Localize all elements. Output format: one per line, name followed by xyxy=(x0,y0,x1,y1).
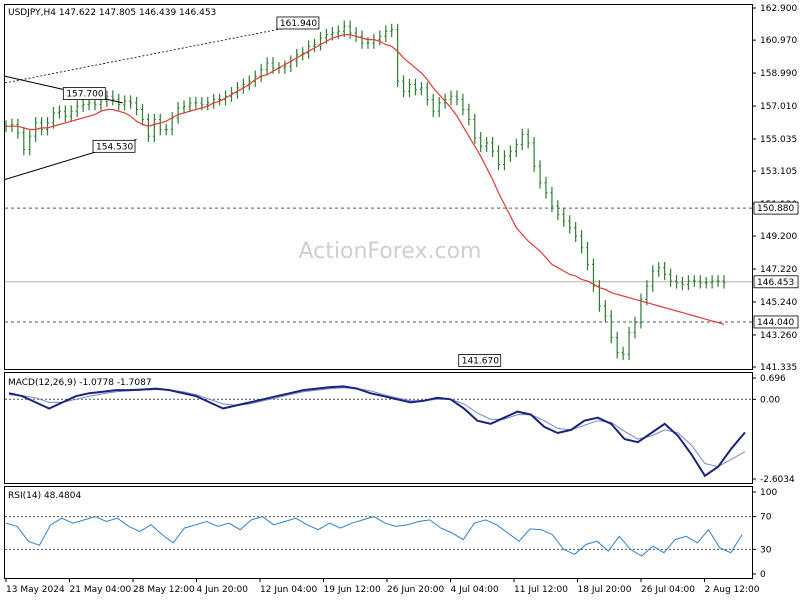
price-y-tick-label: 149.200 xyxy=(760,232,797,242)
macd-y-tick-label: 0.696 xyxy=(760,374,786,384)
rsi-line xyxy=(5,516,743,557)
x-axis-tick-label: 19 Jun 12:00 xyxy=(324,585,381,595)
macd-title: MACD(12,26,9) -1.0778 -1.7087 xyxy=(8,378,152,388)
x-axis-tick-label: 18 Jul 20:00 xyxy=(578,585,632,595)
x-axis-tick-label: 4 Jun 20:00 xyxy=(197,585,249,595)
svg-text:161.940: 161.940 xyxy=(280,19,317,29)
annotation-0: 161.940 xyxy=(276,16,320,30)
price-y-tick-label: 155.035 xyxy=(760,135,797,145)
svg-text:157.700: 157.700 xyxy=(66,90,103,100)
x-axis-tick-label: 28 May 12:00 xyxy=(133,585,195,595)
price-y-tick-label: 157.010 xyxy=(760,102,797,112)
price-y-tick-label: 147.220 xyxy=(760,265,797,275)
price-y-tick-label: 141.335 xyxy=(760,363,797,373)
svg-text:146.453: 146.453 xyxy=(757,278,794,288)
rsi-title: RSI(14) 48.4804 xyxy=(8,491,81,501)
chart-header-symbol: USDJPY,H4 147.622 147.805 146.439 146.45… xyxy=(8,8,216,18)
x-axis-tick-label: 26 Jun 20:00 xyxy=(387,585,444,595)
rsi-y-tick-label: 100 xyxy=(760,488,777,498)
annotation-3: 141.670 xyxy=(458,354,502,367)
level-label-support: 144.040 xyxy=(753,315,799,329)
x-axis-tick-label: 4 Jul 04:00 xyxy=(451,585,500,595)
price-y-tick-label: 143.260 xyxy=(760,331,797,341)
trendline-upper-dotted xyxy=(4,23,307,84)
macd-line xyxy=(8,385,746,478)
svg-text:154.530: 154.530 xyxy=(96,142,133,152)
rsi-y-tick-label: 0 xyxy=(760,570,766,580)
macd-panel-frame xyxy=(4,372,753,484)
annotation-2: 154.530 xyxy=(92,139,136,153)
macd-y-tick-label: -2.6034 xyxy=(760,475,795,485)
x-axis-tick-label: 21 May 04:00 xyxy=(70,585,132,595)
price-y-tick-label: 158.990 xyxy=(760,69,797,79)
annotation-1: 157.700 xyxy=(62,87,106,100)
rsi-panel-frame xyxy=(4,486,753,579)
x-axis-tick-label: 12 Jun 04:00 xyxy=(260,585,317,595)
watermark-text: ActionForex.com xyxy=(299,239,482,264)
rsi-y-tick-label: 70 xyxy=(760,513,772,523)
svg-text:141.670: 141.670 xyxy=(462,356,499,366)
price-panel-frame xyxy=(4,4,753,370)
x-axis-tick-label: 26 Jul 04:00 xyxy=(641,585,695,595)
price-y-tick-label: 153.105 xyxy=(760,167,797,177)
moving-average-line xyxy=(6,34,725,325)
level-label-resistance: 150.880 xyxy=(753,201,799,215)
price-y-tick-label: 160.970 xyxy=(760,36,797,46)
svg-text:144.040: 144.040 xyxy=(757,318,794,328)
x-axis-tick-label: 11 Jul 12:00 xyxy=(514,585,568,595)
svg-text:150.880: 150.880 xyxy=(757,204,794,214)
macd-y-tick-label: 0.00 xyxy=(760,395,780,405)
level-label-last: 146.453 xyxy=(753,275,799,289)
price-y-tick-label: 162.900 xyxy=(760,4,797,14)
price-y-tick-label: 145.240 xyxy=(760,298,797,308)
x-axis-tick-label: 13 May 2024 xyxy=(6,585,65,595)
x-axis-tick-label: 2 Aug 12:00 xyxy=(705,585,760,595)
rsi-y-tick-label: 30 xyxy=(760,545,772,555)
